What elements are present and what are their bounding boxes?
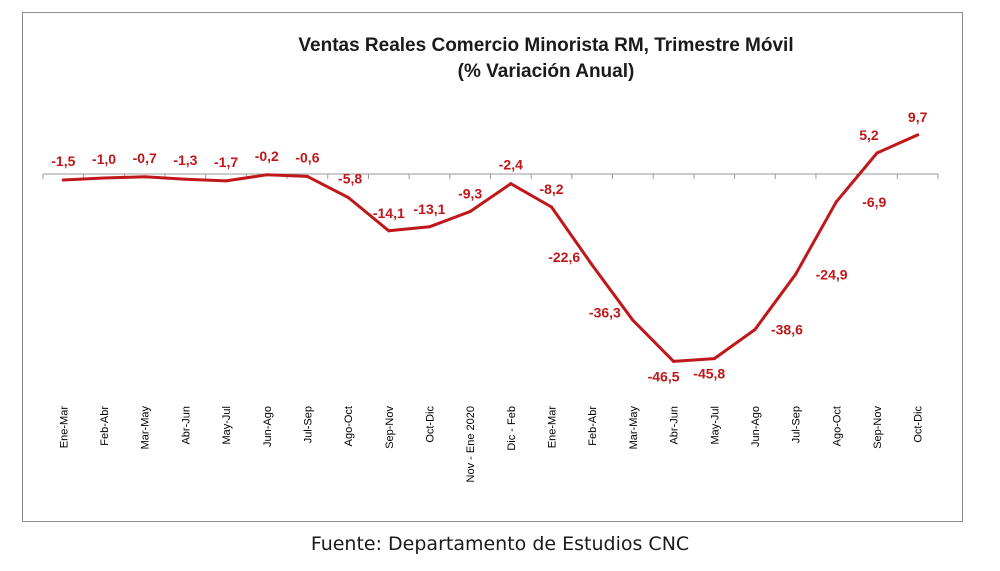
data-point	[672, 359, 676, 363]
data-label: -1,5	[51, 153, 75, 169]
data-label: 5,2	[859, 127, 879, 143]
series-line-group	[61, 133, 920, 363]
data-label: -1,3	[173, 152, 197, 168]
data-point	[550, 205, 554, 209]
data-point	[346, 195, 350, 199]
data-label: -2,4	[499, 157, 523, 173]
data-label: -0,6	[295, 149, 319, 165]
x-tick-label: Feb-Abr	[99, 406, 111, 446]
chart-subtitle: (% Variación Anual)	[458, 61, 635, 82]
chart-frame: Ventas Reales Comercio Minorista RM, Tri…	[22, 12, 963, 522]
x-tick-label: Jun-Ago	[750, 406, 762, 447]
data-label: -1,7	[214, 154, 238, 170]
x-tick-label: Mar-May	[628, 406, 640, 450]
data-point	[224, 179, 228, 183]
x-axis	[42, 173, 939, 179]
data-point	[305, 174, 309, 178]
data-point	[590, 263, 594, 267]
data-point	[102, 176, 106, 180]
line-chart: Ventas Reales Comercio Minorista RM, Tri…	[42, 35, 939, 483]
data-label: -14,1	[373, 205, 405, 221]
x-tick-label: Abr-Jun	[180, 406, 192, 445]
x-tick-label: Sep-Nov	[872, 406, 884, 449]
data-label: -0,2	[255, 148, 279, 164]
x-tick-label: Oct-Dic	[424, 406, 436, 443]
x-tick-label: Jun-Ago	[262, 406, 274, 447]
data-point	[509, 182, 513, 186]
data-point	[387, 229, 391, 233]
data-label: 9,7	[908, 109, 928, 125]
data-point	[143, 175, 147, 179]
data-label: -24,9	[816, 266, 848, 282]
data-point	[61, 178, 65, 182]
data-label: -9,3	[458, 185, 482, 201]
x-tick-label: Mar-May	[140, 406, 152, 450]
x-tick-label: Abr-Jun	[669, 406, 681, 445]
data-label: -8,2	[539, 181, 563, 197]
data-point	[875, 151, 879, 155]
data-point	[834, 200, 838, 204]
x-tick-labels: Ene-Mar Feb-Abr Mar-May Abr-Jun May-Jul Jun-A…	[58, 406, 924, 483]
x-tick-label: Dic - Feb	[506, 406, 518, 451]
source-note: Fuente: Departamento de Estudios CNC	[310, 533, 690, 555]
data-label: -38,6	[771, 322, 803, 338]
x-tick-label: Ene-Mar	[547, 406, 559, 449]
data-point	[468, 209, 472, 213]
data-label: -5,8	[338, 170, 362, 186]
data-label: -1,0	[92, 151, 116, 167]
x-tick-label: May-Jul	[709, 406, 721, 445]
data-label: -46,5	[648, 368, 680, 384]
x-tick-label: Oct-Dic	[913, 406, 925, 443]
data-point	[712, 357, 716, 361]
x-tick-label: Ago-Oct	[831, 406, 843, 446]
data-point	[183, 177, 187, 181]
data-labels: -1,5 -1,0 -0,7 -1,3 -1,7 -0,2 -0,6 -5,8 -14,1 -13…	[51, 109, 927, 384]
data-label: -6,9	[862, 194, 886, 210]
x-tick-label: Nov - Ene 2020	[465, 406, 477, 482]
data-label: -0,7	[133, 150, 157, 166]
data-point	[753, 328, 757, 332]
data-label: -36,3	[589, 304, 621, 320]
x-tick-label: May-Jul	[221, 406, 233, 445]
data-point	[427, 225, 431, 229]
data-point	[265, 173, 269, 177]
data-label: -45,8	[693, 366, 725, 382]
data-label: -13,1	[414, 201, 446, 217]
data-point	[794, 272, 798, 276]
chart-title: Ventas Reales Comercio Minorista RM, Tri…	[298, 35, 793, 56]
data-point	[631, 318, 635, 322]
x-tick-label: Ene-Mar	[58, 406, 70, 449]
x-tick-label: Ago-Oct	[343, 406, 355, 446]
series-line	[61, 133, 920, 363]
x-tick-label: Sep-Nov	[384, 406, 396, 449]
data-point	[916, 133, 920, 137]
x-tick-label: Jul-Sep	[791, 406, 803, 443]
x-tick-label: Feb-Abr	[587, 406, 599, 446]
x-tick-label: Jul-Sep	[302, 406, 314, 443]
data-label: -22,6	[548, 249, 580, 265]
